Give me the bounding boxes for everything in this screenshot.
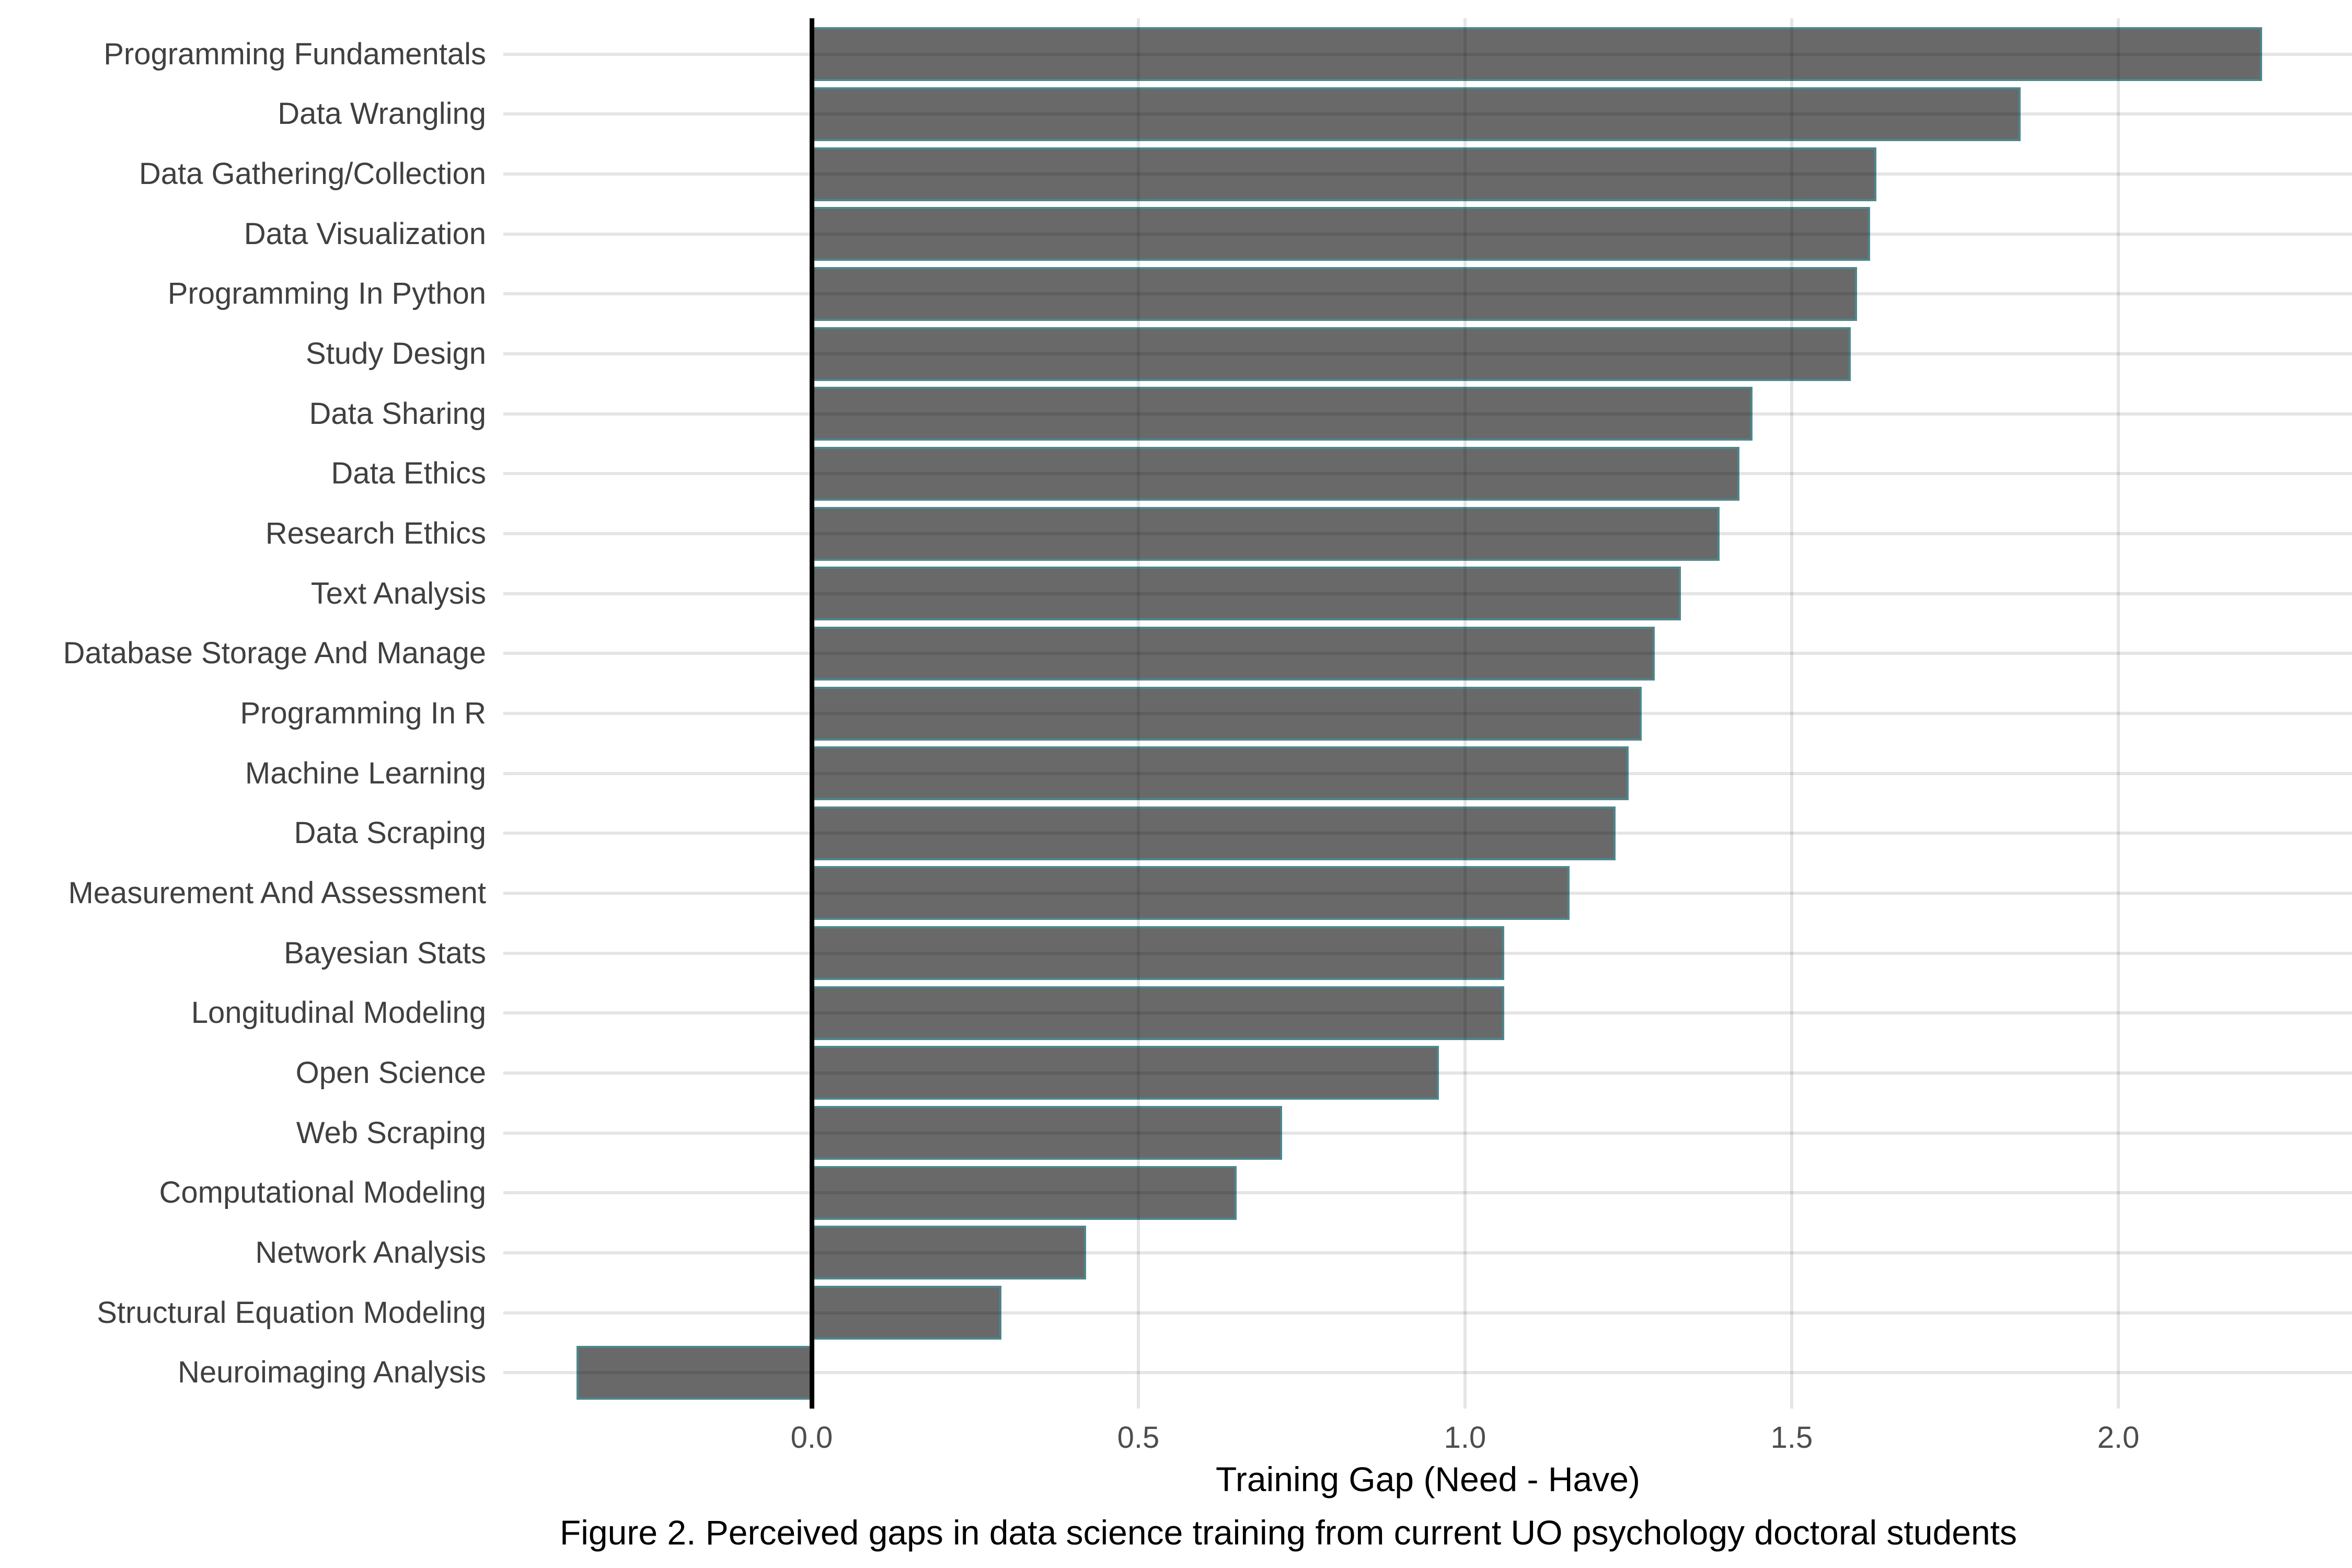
bar-network-analysis xyxy=(812,1226,1086,1279)
bar-open-science xyxy=(812,1046,1439,1100)
y-axis-label-programming-fundamentals: Programming Fundamentals xyxy=(103,37,486,71)
y-axis-label-data-wrangling: Data Wrangling xyxy=(278,97,486,131)
y-axis-label-structural-equation-modeling: Structural Equation Modeling xyxy=(97,1296,486,1330)
x-tick-label-1.0: 1.0 xyxy=(1444,1421,1486,1455)
v-gridline xyxy=(2117,18,2120,1409)
bar-web-scraping xyxy=(812,1106,1282,1160)
x-axis-title: Training Gap (Need - Have) xyxy=(1216,1460,1640,1498)
bar-data-sharing xyxy=(812,387,1753,441)
bar-data-gathering-collection xyxy=(812,147,1876,201)
bar-programming-in-python xyxy=(812,267,1857,321)
h-gridline xyxy=(503,1251,2352,1254)
y-axis-label-neuroimaging-analysis: Neuroimaging Analysis xyxy=(178,1355,486,1389)
h-gridline xyxy=(503,1191,2352,1194)
y-axis-label-data-sharing: Data Sharing xyxy=(309,397,486,431)
h-gridline xyxy=(503,1311,2352,1315)
bar-research-ethics xyxy=(812,507,1720,561)
y-axis-label-open-science: Open Science xyxy=(295,1056,486,1090)
y-axis-label-programming-in-r: Programming In R xyxy=(240,696,486,730)
y-axis-label-programming-in-python: Programming In Python xyxy=(167,276,486,310)
bar-study-design xyxy=(812,327,1851,381)
plot-panel xyxy=(503,18,2352,1409)
y-axis-label-database-storage-and-manage: Database Storage And Manage xyxy=(63,636,486,670)
bar-computational-modeling xyxy=(812,1166,1237,1220)
x-tick-label-1.5: 1.5 xyxy=(1770,1421,1813,1455)
y-axis-label-network-analysis: Network Analysis xyxy=(255,1236,486,1270)
y-axis-label-web-scraping: Web Scraping xyxy=(296,1116,486,1150)
bar-data-scraping xyxy=(812,806,1616,860)
bar-programming-fundamentals xyxy=(812,27,2262,81)
y-axis-label-machine-learning: Machine Learning xyxy=(245,756,486,790)
bar-longitudinal-modeling xyxy=(812,986,1504,1040)
y-axis-label-data-visualization: Data Visualization xyxy=(244,217,486,251)
bar-data-visualization xyxy=(812,207,1870,261)
bar-machine-learning xyxy=(812,746,1629,800)
bar-text-analysis xyxy=(812,567,1681,620)
zero-axis-line xyxy=(810,18,814,1409)
bar-data-ethics xyxy=(812,447,1739,501)
y-axis-label-research-ethics: Research Ethics xyxy=(265,516,486,550)
h-gridline xyxy=(503,1132,2352,1135)
y-axis-label-data-scraping: Data Scraping xyxy=(294,816,486,850)
x-tick-label-0.0: 0.0 xyxy=(790,1421,833,1455)
x-tick-label-0.5: 0.5 xyxy=(1117,1421,1160,1455)
bar-database-storage-and-manage xyxy=(812,627,1655,681)
y-axis-label-data-ethics: Data Ethics xyxy=(331,456,486,490)
y-axis-label-longitudinal-modeling: Longitudinal Modeling xyxy=(191,996,486,1030)
y-axis-label-data-gathering-collection: Data Gathering/Collection xyxy=(139,157,486,191)
bar-structural-equation-modeling xyxy=(812,1286,1001,1340)
bar-measurement-and-assessment xyxy=(812,866,1570,920)
bar-data-wrangling xyxy=(812,87,2021,141)
y-axis-label-bayesian-stats: Bayesian Stats xyxy=(284,936,486,970)
figure-caption: Figure 2. Perceived gaps in data science… xyxy=(559,1513,2017,1552)
y-axis-label-computational-modeling: Computational Modeling xyxy=(159,1175,486,1209)
x-tick-label-2.0: 2.0 xyxy=(2097,1421,2140,1455)
y-axis-label-study-design: Study Design xyxy=(306,337,486,371)
bar-programming-in-r xyxy=(812,687,1642,741)
bar-neuroimaging-analysis xyxy=(577,1346,812,1400)
y-axis-label-measurement-and-assessment: Measurement And Assessment xyxy=(68,876,486,910)
y-axis-label-text-analysis: Text Analysis xyxy=(310,577,486,610)
bar-bayesian-stats xyxy=(812,926,1504,980)
